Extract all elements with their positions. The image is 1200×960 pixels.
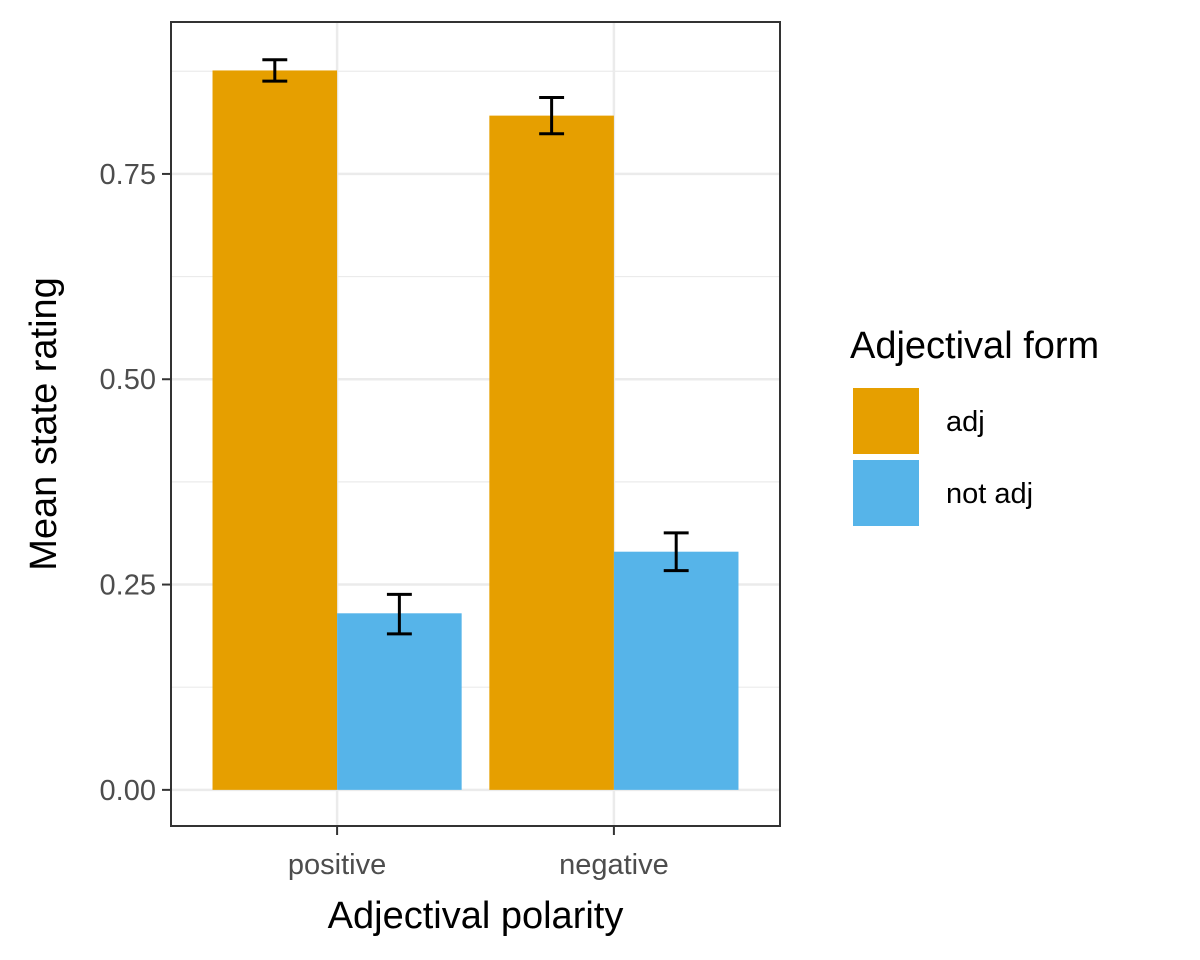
legend-label: adj — [946, 406, 985, 438]
legend-title: Adjectival form — [850, 325, 1099, 367]
y-axis-title: Mean state rating — [23, 277, 65, 571]
legend-key — [853, 388, 919, 454]
x-axis: positive negative — [288, 826, 669, 881]
legend: Adjectival form adj not adj — [850, 325, 1099, 526]
legend-key — [853, 460, 919, 526]
y-axis: 0.00 0.25 0.50 0.75 — [100, 159, 171, 807]
legend-label: not adj — [946, 478, 1033, 510]
error-bars — [262, 58, 689, 636]
plot-panel-border — [170, 21, 781, 827]
x-tick-label: positive — [288, 849, 386, 881]
bar — [613, 551, 739, 790]
bars — [212, 70, 739, 790]
y-tick-label: 0.75 — [100, 159, 156, 191]
bar — [212, 70, 338, 790]
bar — [489, 115, 614, 790]
bar — [337, 613, 462, 790]
x-axis-title: Adjectival polarity — [328, 895, 624, 937]
y-tick-label: 0.00 — [100, 775, 156, 807]
y-tick-label: 0.25 — [100, 570, 156, 602]
y-tick-label: 0.50 — [100, 364, 156, 396]
x-tick-label: negative — [559, 849, 669, 881]
